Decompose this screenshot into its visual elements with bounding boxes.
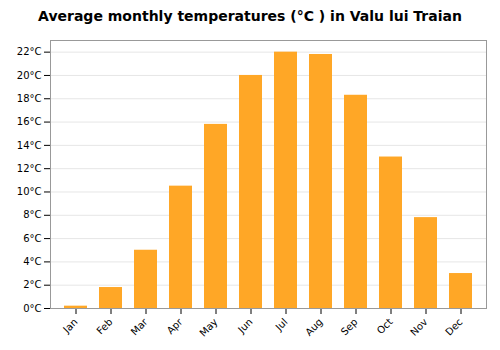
html-text:Average monthly temperatures (: Average monthly temperatures (°C ) in Va… bbox=[38, 8, 462, 24]
svg-text:Jan: Jan bbox=[60, 316, 79, 335]
svg-text:22°C: 22°C bbox=[17, 46, 42, 57]
svg-text:Sep: Sep bbox=[339, 316, 360, 337]
svg-text:0°C: 0°C bbox=[23, 303, 41, 314]
svg-text:20°C: 20°C bbox=[17, 70, 42, 81]
svg-text:Jun: Jun bbox=[235, 316, 255, 336]
svg-text:Apr: Apr bbox=[165, 316, 186, 337]
svg-text:Dec: Dec bbox=[443, 316, 464, 337]
svg-text:May: May bbox=[197, 316, 219, 338]
svg-text:Feb: Feb bbox=[94, 316, 114, 336]
svg-text:Nov: Nov bbox=[408, 316, 430, 338]
svg-text:6°C: 6°C bbox=[23, 233, 41, 244]
svg-text:10°C: 10°C bbox=[17, 186, 42, 197]
svg-text:16°C: 16°C bbox=[17, 116, 42, 127]
svg-text:Jul: Jul bbox=[273, 316, 290, 333]
svg-text:18°C: 18°C bbox=[17, 93, 42, 104]
svg-text:12°C: 12°C bbox=[17, 163, 42, 174]
svg-text:Aug: Aug bbox=[303, 316, 325, 338]
svg-text:2°C: 2°C bbox=[23, 279, 41, 290]
svg-text:14°C: 14°C bbox=[17, 140, 42, 151]
svg-text:Mar: Mar bbox=[129, 316, 151, 338]
svg-text:8°C: 8°C bbox=[23, 209, 41, 220]
svg-text:4°C: 4°C bbox=[23, 256, 41, 267]
svg-text:Oct: Oct bbox=[375, 316, 395, 336]
